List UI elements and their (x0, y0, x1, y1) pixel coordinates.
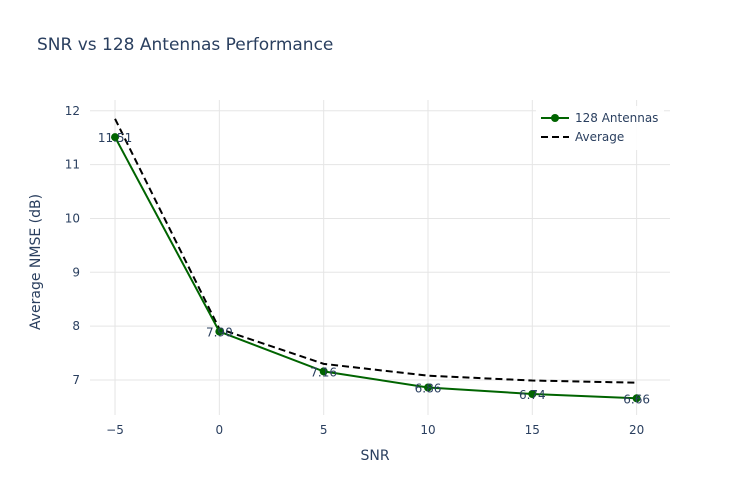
data-label: 6.74 (519, 388, 546, 402)
data-label: 7.16 (310, 365, 337, 379)
series-line-antennas (114, 136, 637, 400)
series-line-average (114, 118, 637, 384)
x-tick-label: 15 (525, 423, 540, 437)
chart-title: SNR vs 128 Antennas Performance (37, 35, 333, 55)
y-tick-label: 9 (72, 265, 80, 279)
x-axis-ticks: −5 0 5 10 15 20 (106, 423, 644, 437)
series-layer (111, 118, 641, 403)
data-point (215, 327, 224, 336)
y-tick-label: 12 (65, 104, 80, 118)
x-tick-label: 0 (216, 423, 224, 437)
data-label: 6.66 (623, 392, 650, 406)
data-label: 7.90 (206, 326, 233, 340)
data-point (632, 394, 641, 403)
data-labels: 11.51 7.90 7.16 6.86 6.74 6.66 (98, 131, 650, 406)
x-axis-title: SNR (360, 448, 389, 464)
legend: 128 Antennas Average (536, 106, 664, 150)
legend-label: Average (575, 130, 624, 144)
y-tick-label: 11 (65, 158, 80, 172)
legend-marker (551, 114, 559, 122)
grid (90, 100, 670, 415)
y-tick-label: 8 (72, 319, 80, 333)
y-axis-title: Average NMSE (dB) (28, 194, 44, 330)
data-point (111, 133, 120, 142)
x-tick-label: 10 (420, 423, 435, 437)
x-tick-label: 5 (320, 423, 328, 437)
data-label: 6.86 (415, 382, 442, 396)
y-tick-label: 10 (65, 211, 80, 225)
y-axis-ticks: 7 8 9 10 11 12 (65, 104, 80, 387)
x-tick-label: 20 (629, 423, 644, 437)
data-point (319, 367, 328, 376)
data-point (423, 383, 432, 392)
legend-label: 128 Antennas (575, 111, 658, 125)
data-point (528, 390, 537, 398)
legend-box (536, 106, 664, 150)
y-tick-label: 7 (72, 373, 80, 387)
data-label: 11.51 (98, 131, 132, 145)
x-tick-label: −5 (106, 423, 124, 437)
